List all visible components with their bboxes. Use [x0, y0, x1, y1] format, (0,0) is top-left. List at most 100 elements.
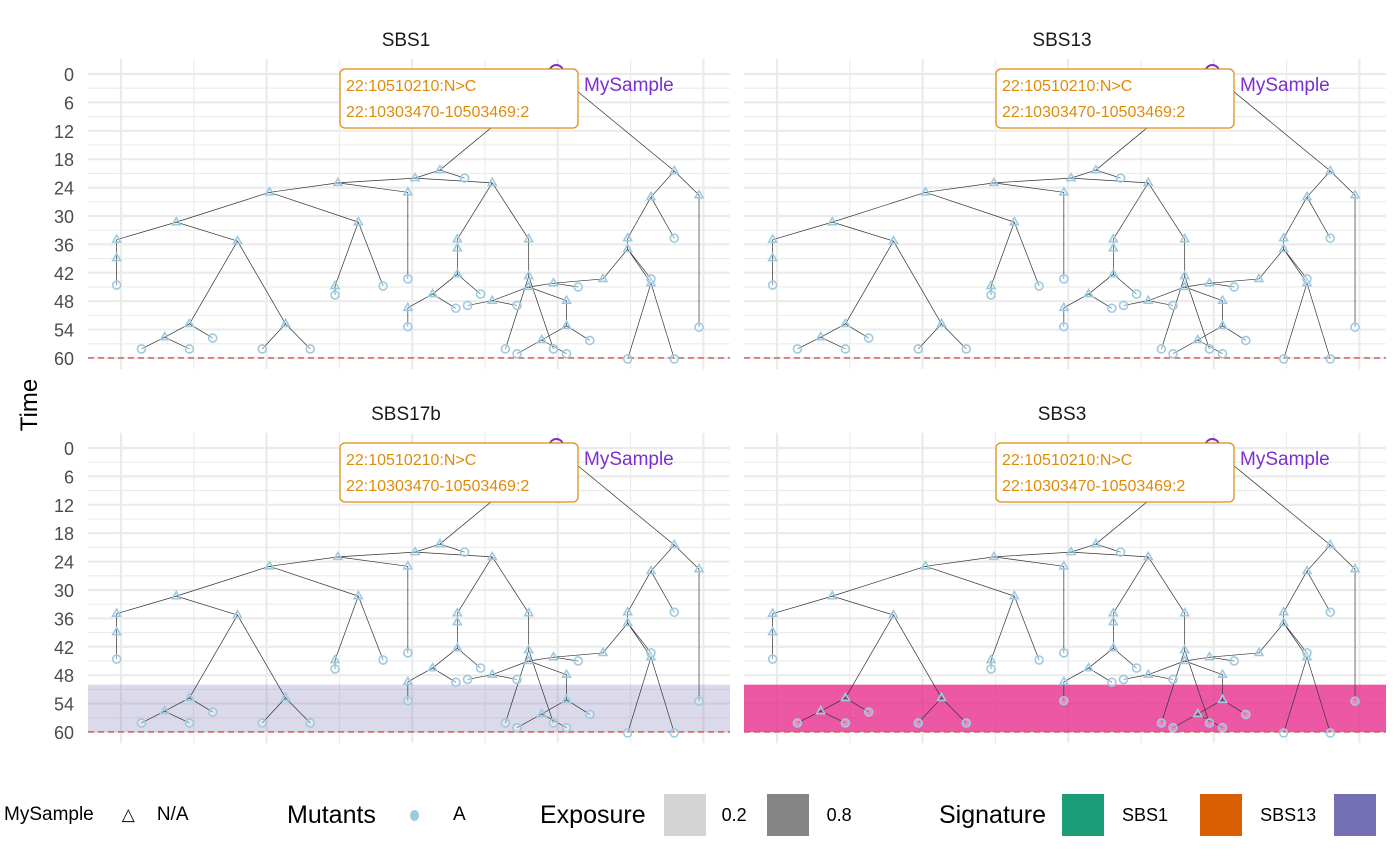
- tree-edge: [334, 596, 359, 661]
- branch-node-triangle: [1107, 233, 1119, 243]
- branch-node-triangle: [280, 691, 291, 702]
- leaf-node-circle: [257, 344, 268, 354]
- tree-edge: [1283, 283, 1308, 360]
- leaf-node-circle: [184, 344, 195, 354]
- branch-node-triangle: [826, 216, 838, 226]
- leaf-node-circle: [403, 648, 413, 658]
- leaf-node-circle: [462, 300, 473, 311]
- tree-edge: [845, 240, 894, 325]
- tree-edge: [627, 657, 652, 734]
- y-tick-label: 30: [54, 207, 74, 227]
- leaf-node-circle: [1118, 674, 1129, 685]
- y-tick-label: 18: [54, 150, 74, 170]
- leaf-node-circle: [1229, 656, 1239, 666]
- tree-edge: [1113, 647, 1137, 669]
- tree-edge: [1147, 556, 1185, 614]
- branch-node-triangle: [840, 317, 851, 328]
- leaf-node-circle: [646, 648, 656, 658]
- signature-swatch-sbs1: [1062, 794, 1105, 836]
- tree-edge: [492, 286, 529, 302]
- tree-panels: SBS10612182430364248546022:10510210:N>C2…: [16, 30, 1386, 744]
- y-tick-label: 48: [54, 292, 74, 312]
- leaf-node-circle: [1217, 348, 1228, 359]
- branch-node-triangle: [1065, 172, 1077, 182]
- tree-edge: [832, 595, 894, 616]
- leaf-node-circle: [1278, 354, 1289, 364]
- leaf-node-circle: [669, 728, 680, 738]
- tree-edge: [528, 660, 567, 676]
- tree-edge: [772, 595, 833, 614]
- tree-edge: [1306, 544, 1331, 572]
- leaf-node-circle: [646, 274, 656, 284]
- branch-node-triangle: [1058, 301, 1070, 312]
- y-tick-label: 54: [54, 321, 74, 341]
- branch-node-triangle: [767, 626, 779, 636]
- y-tick-label: 6: [64, 467, 74, 487]
- tree-edge: [650, 196, 675, 239]
- legend-sample: MySample △ N/A: [4, 790, 189, 840]
- branch-node-triangle: [1217, 294, 1228, 305]
- tree-edge: [261, 323, 286, 350]
- tree-edge: [941, 323, 967, 350]
- branch-node-triangle: [1142, 176, 1154, 187]
- branch-node-triangle: [1090, 163, 1102, 174]
- tree-edge: [337, 551, 416, 558]
- leaf-node-circle: [451, 677, 461, 688]
- callout-line: 22:10303470-10503469:2: [346, 104, 529, 121]
- root-label: MySample: [1240, 449, 1330, 470]
- leaf-node-circle: [840, 718, 851, 728]
- mutation-callout: [339, 68, 579, 129]
- tree-edge: [237, 614, 286, 699]
- tree-edge: [993, 556, 1064, 567]
- leaf-node-circle: [913, 344, 924, 354]
- branch-node-triangle: [402, 675, 414, 686]
- branch-node-triangle: [264, 186, 275, 196]
- y-tick-label: 54: [54, 695, 74, 715]
- legend-signature-title: Signature: [939, 800, 1047, 829]
- leaf-node-circle: [330, 664, 340, 674]
- tree-edge: [627, 283, 652, 360]
- panel-title: SBS17b: [371, 404, 441, 425]
- exposure-swatch-0: [663, 794, 706, 836]
- tree-edge: [832, 221, 894, 242]
- branch-node-triangle: [523, 654, 535, 665]
- branch-node-triangle: [1065, 546, 1077, 556]
- branch-node-triangle: [451, 642, 463, 652]
- leaf-node-circle: [1325, 354, 1336, 364]
- branch-node-triangle: [402, 186, 414, 196]
- branch-node-triangle: [936, 691, 947, 702]
- leaf-node-circle: [512, 300, 522, 311]
- tree-edge: [1014, 596, 1040, 661]
- branch-node-triangle: [561, 693, 572, 704]
- tree-edge: [1306, 570, 1331, 613]
- branch-node-triangle: [332, 550, 344, 561]
- branch-node-triangle: [888, 608, 899, 619]
- leaf-node-circle: [561, 722, 572, 733]
- tree-edge: [261, 697, 286, 724]
- exposure-band: [88, 684, 730, 732]
- tree-edge: [650, 570, 675, 613]
- leaf-node-circle: [111, 280, 122, 290]
- tree-edge: [358, 222, 384, 287]
- leaf-node-circle: [622, 354, 633, 364]
- leaf-node-circle: [1217, 722, 1228, 733]
- callout-line: 22:10510210:N>C: [1002, 78, 1132, 95]
- branch-node-triangle: [622, 606, 634, 616]
- tree-edge: [528, 286, 567, 302]
- leaf-node-circle: [184, 718, 195, 728]
- branch-node-triangle: [815, 331, 827, 341]
- tree-edge: [1258, 622, 1284, 654]
- tree-edge: [1306, 657, 1331, 734]
- signature-label-sbs13: SBS13: [1260, 804, 1317, 825]
- branch-node-triangle: [936, 317, 947, 328]
- branch-node-triangle: [1253, 272, 1265, 283]
- tree-edge: [772, 221, 833, 240]
- branch-node-triangle: [597, 272, 609, 283]
- tree-edge: [990, 222, 1015, 287]
- tree-edge: [1283, 196, 1308, 239]
- branch-node-triangle: [548, 277, 559, 287]
- leaf-node-circle: [207, 333, 218, 343]
- branch-node-triangle: [1083, 287, 1094, 298]
- y-tick-label: 12: [54, 122, 74, 142]
